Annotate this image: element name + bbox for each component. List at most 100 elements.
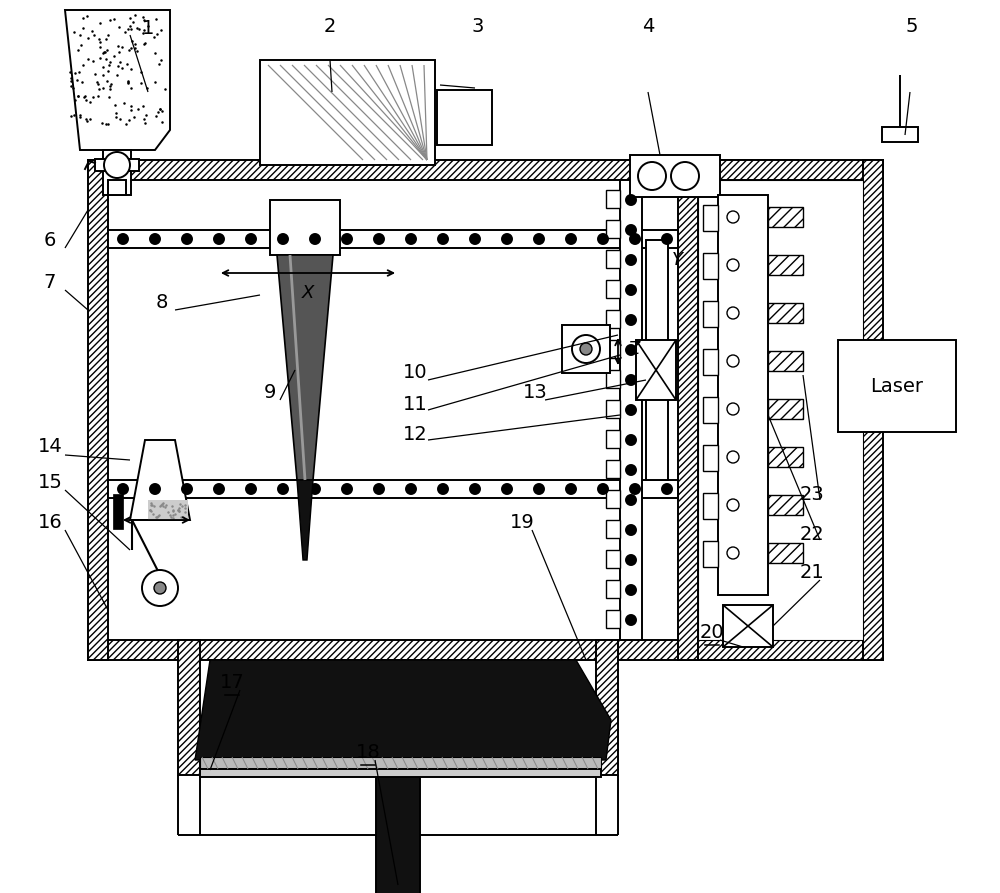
- Bar: [606, 190, 620, 208]
- Bar: [703, 301, 718, 327]
- Bar: [768, 303, 803, 323]
- Circle shape: [626, 285, 636, 295]
- Circle shape: [580, 343, 592, 355]
- Circle shape: [626, 225, 636, 235]
- Circle shape: [534, 484, 544, 494]
- Bar: [606, 610, 620, 628]
- Bar: [703, 541, 718, 567]
- Bar: [376, 777, 420, 893]
- Bar: [698, 160, 883, 180]
- Circle shape: [626, 495, 636, 505]
- Bar: [698, 640, 883, 660]
- Circle shape: [630, 484, 640, 494]
- Bar: [113, 494, 123, 529]
- Text: 9: 9: [264, 382, 276, 402]
- Polygon shape: [277, 255, 333, 480]
- Text: 18: 18: [356, 742, 380, 762]
- Bar: [768, 399, 803, 419]
- Text: 1: 1: [142, 19, 154, 38]
- Circle shape: [278, 234, 288, 244]
- Text: 11: 11: [403, 396, 427, 414]
- Bar: [703, 349, 718, 375]
- Text: 21: 21: [800, 563, 824, 581]
- Bar: [606, 400, 620, 418]
- Circle shape: [118, 484, 128, 494]
- Circle shape: [626, 615, 636, 625]
- Polygon shape: [130, 440, 190, 520]
- Circle shape: [438, 234, 448, 244]
- Text: Y: Y: [672, 251, 682, 269]
- Bar: [200, 757, 601, 769]
- Bar: [882, 127, 918, 142]
- Circle shape: [727, 355, 739, 367]
- Text: 7: 7: [44, 272, 56, 291]
- Circle shape: [626, 345, 636, 355]
- Text: 17: 17: [220, 672, 244, 691]
- Circle shape: [342, 484, 352, 494]
- Text: 3: 3: [472, 18, 484, 37]
- Bar: [606, 310, 620, 328]
- Bar: [718, 195, 768, 595]
- Circle shape: [630, 234, 640, 244]
- Circle shape: [626, 315, 636, 325]
- Circle shape: [310, 484, 320, 494]
- Bar: [437, 90, 492, 145]
- Text: Laser: Laser: [870, 377, 924, 396]
- Circle shape: [118, 234, 128, 244]
- Bar: [723, 605, 773, 647]
- Circle shape: [727, 259, 739, 271]
- Circle shape: [214, 234, 224, 244]
- Bar: [646, 240, 668, 480]
- Circle shape: [626, 585, 636, 595]
- Bar: [678, 160, 698, 660]
- Text: 20: 20: [700, 622, 724, 641]
- Circle shape: [626, 195, 636, 205]
- Text: 6: 6: [44, 230, 56, 249]
- Circle shape: [150, 484, 160, 494]
- Bar: [768, 207, 803, 227]
- Circle shape: [502, 484, 512, 494]
- Circle shape: [626, 375, 636, 385]
- Bar: [178, 640, 200, 775]
- Circle shape: [182, 234, 192, 244]
- Text: 4: 4: [642, 18, 654, 37]
- Circle shape: [626, 435, 636, 445]
- Bar: [606, 340, 620, 358]
- Polygon shape: [195, 660, 611, 760]
- Bar: [703, 205, 718, 231]
- Circle shape: [626, 525, 636, 535]
- Circle shape: [406, 484, 416, 494]
- Bar: [606, 370, 620, 388]
- Bar: [630, 155, 720, 197]
- Bar: [95, 159, 139, 171]
- Circle shape: [438, 484, 448, 494]
- Circle shape: [104, 152, 130, 178]
- Circle shape: [310, 234, 320, 244]
- Circle shape: [278, 484, 288, 494]
- Circle shape: [566, 234, 576, 244]
- Text: 5: 5: [906, 18, 918, 37]
- Circle shape: [150, 234, 160, 244]
- Bar: [703, 253, 718, 279]
- Bar: [606, 460, 620, 478]
- Bar: [108, 480, 678, 498]
- Circle shape: [727, 451, 739, 463]
- Text: 10: 10: [403, 363, 427, 381]
- Bar: [200, 769, 601, 777]
- Bar: [636, 340, 676, 400]
- Circle shape: [626, 465, 636, 475]
- Circle shape: [182, 484, 192, 494]
- Text: 15: 15: [38, 472, 62, 491]
- Bar: [620, 180, 642, 640]
- Bar: [703, 397, 718, 423]
- Text: 23: 23: [800, 486, 824, 505]
- Bar: [270, 200, 340, 255]
- Circle shape: [154, 582, 166, 594]
- Bar: [103, 150, 131, 195]
- Bar: [88, 160, 108, 660]
- Bar: [606, 490, 620, 508]
- Circle shape: [214, 484, 224, 494]
- Text: 12: 12: [403, 425, 427, 445]
- Bar: [596, 640, 618, 775]
- Circle shape: [662, 484, 672, 494]
